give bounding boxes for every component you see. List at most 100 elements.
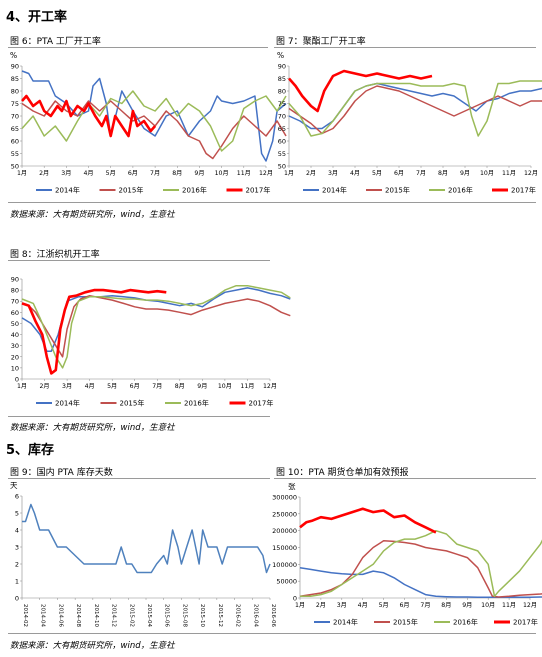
divider [274, 47, 536, 48]
series-line-2015年 [288, 85, 542, 135]
y-tick-label: 75 [11, 100, 19, 108]
y-tick-label: 50 [11, 163, 19, 171]
x-tick-label: 2015-02 [128, 604, 134, 627]
y-tick-label: 4 [15, 527, 19, 535]
y-tick-label: 150000 [272, 544, 297, 552]
figure-title-polyester: 图 7：聚酯工厂开工率 [276, 37, 366, 47]
x-tick-label: 6月 [394, 170, 404, 177]
series-line-2017年 [288, 69, 433, 113]
x-tick-label: 8月 [438, 170, 448, 177]
y-tick-label: 80 [11, 88, 19, 96]
series-line-2017年 [21, 288, 167, 375]
y-tick-label: 85 [11, 75, 19, 83]
x-tick-label: 5月 [379, 602, 389, 609]
y-tick-label: 100000 [272, 561, 297, 569]
legend-label: 2016年 [448, 186, 473, 195]
x-tick-label: 1月 [284, 170, 294, 177]
x-tick-label: 4月 [358, 602, 368, 609]
chart-warrants: 张 0 50000 100000 150000 200000 250000 300000 1月 2… [272, 482, 542, 627]
legend-label: 2014年 [55, 186, 80, 195]
x-tick-label: 2015-10 [199, 604, 205, 627]
x-tick-label: 3月 [62, 383, 72, 390]
y-tick-label: 1 [15, 578, 19, 586]
y-tick-label: 90 [11, 63, 19, 71]
x-tick-label: 1月 [17, 383, 27, 390]
y-tick-label: 65 [11, 125, 19, 133]
y-tick-label: 200000 [272, 527, 297, 535]
x-tick-label: 10月 [481, 602, 495, 609]
y-tick-label: 5 [15, 510, 19, 518]
y-tick-label: 90 [11, 276, 19, 284]
x-tick-label: 2014-08 [75, 604, 81, 627]
x-tick-label: 9月 [197, 383, 207, 390]
legend-label: 2015年 [385, 186, 410, 195]
y-axis-label: 张 [288, 482, 296, 491]
figure-title-looms: 图 8：江浙织机开工率 [10, 250, 100, 260]
divider [8, 47, 268, 48]
x-tick-label: 2015-08 [181, 604, 187, 627]
x-tick-label: 6月 [399, 602, 409, 609]
legend-label: 2014年 [322, 186, 347, 195]
legend-label: 2017年 [513, 618, 538, 627]
x-tick-label: 6月 [128, 170, 138, 177]
x-tick-label: 2016-06 [270, 604, 276, 627]
y-tick-label: 50 [11, 320, 19, 328]
x-tick-label: 12月 [263, 383, 277, 390]
x-tick-label: 2014-02 [22, 604, 28, 627]
legend-label: 2017年 [249, 399, 274, 408]
y-tick-label: 55 [278, 150, 286, 158]
legend-label: 2015年 [119, 186, 144, 195]
x-tick-label: 2月 [306, 170, 316, 177]
series-line-2014年 [299, 566, 542, 599]
chart-inventory: 天 0 1 2 3 4 5 6 2014-02 2014-04 2014-06 2014-08 2014… [10, 481, 276, 627]
divider [8, 416, 270, 417]
x-tick-label: 7月 [420, 602, 430, 609]
y-tick-label: 300000 [272, 494, 297, 502]
x-tick-label: 2014-04 [40, 604, 46, 627]
x-tick-label: 4月 [83, 170, 93, 177]
series-line-2016年 [21, 90, 287, 152]
y-tick-label: 80 [278, 88, 286, 96]
x-tick-label: 10月 [215, 170, 229, 177]
y-tick-label: 0 [15, 376, 19, 384]
divider [8, 202, 536, 203]
x-tick-label: 12月 [259, 170, 273, 177]
y-axis-label: % [277, 51, 284, 60]
x-tick-label: 2014-10 [93, 604, 99, 627]
legend-label: 2017年 [511, 186, 536, 195]
x-tick-label: 7月 [152, 383, 162, 390]
legend-label: 2015年 [120, 399, 145, 408]
y-tick-label: 65 [278, 125, 286, 133]
legend-label: 2016年 [453, 618, 478, 627]
x-tick-label: 2015-04 [146, 604, 152, 627]
data-source: 数据来源：大有期货研究所，wind，生意社 [10, 641, 175, 651]
x-tick-label: 8月 [441, 602, 451, 609]
x-tick-label: 8月 [175, 383, 185, 390]
y-tick-label: 2 [15, 561, 19, 569]
y-tick-label: 75 [278, 100, 286, 108]
y-tick-label: 60 [278, 138, 286, 146]
divider [8, 260, 270, 261]
data-source: 数据来源：大有期货研究所，wind，生意社 [10, 210, 175, 220]
y-tick-label: 50000 [276, 578, 297, 586]
figure-title-inventory: 图 9：国内 PTA 库存天数 [10, 468, 113, 478]
x-tick-label: 2016-04 [252, 604, 258, 627]
x-tick-label: 11月 [502, 170, 516, 177]
y-axis-label: % [10, 51, 17, 60]
series-line-2016年 [300, 529, 542, 598]
x-tick-label: 11月 [240, 383, 254, 390]
x-tick-label: 6月 [130, 383, 140, 390]
legend-label: 2016年 [182, 186, 207, 195]
legend-label: 2017年 [246, 186, 271, 195]
data-source: 数据来源：大有期货研究所，wind，生意社 [10, 423, 175, 433]
x-tick-label: 5月 [107, 383, 117, 390]
series-line-2015年 [21, 294, 291, 358]
x-tick-label: 3月 [328, 170, 338, 177]
figure-title-warrants: 图 10：PTA 期货仓单加有效预报 [276, 468, 409, 478]
series-line-2014年 [21, 70, 287, 162]
y-tick-label: 6 [15, 493, 19, 501]
y-tick-label: 0 [293, 595, 297, 603]
section-title-inventory: 5、库存 [6, 443, 55, 458]
x-tick-label: 10月 [480, 170, 494, 177]
